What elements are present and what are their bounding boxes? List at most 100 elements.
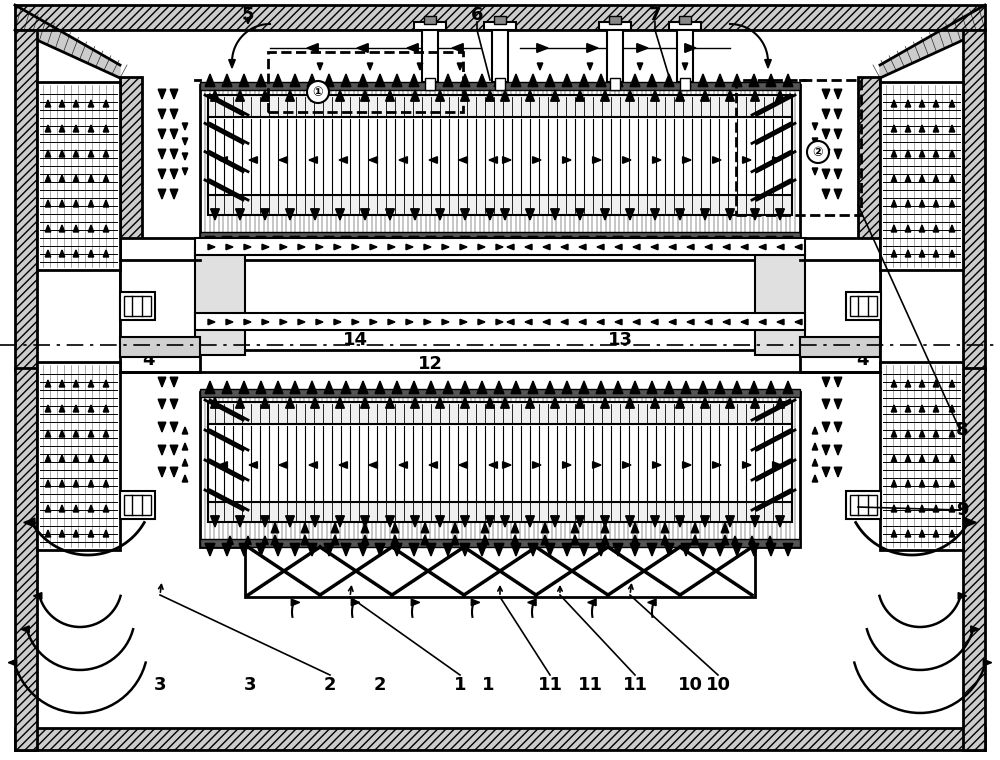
Polygon shape [949, 430, 955, 437]
Polygon shape [486, 516, 494, 527]
Polygon shape [336, 516, 344, 527]
Polygon shape [919, 100, 925, 107]
Polygon shape [562, 381, 572, 394]
Polygon shape [528, 599, 536, 606]
Polygon shape [511, 74, 521, 87]
Polygon shape [429, 461, 437, 468]
Polygon shape [726, 209, 734, 220]
Bar [800, 238, 880, 372]
Polygon shape [311, 516, 319, 527]
Polygon shape [715, 74, 725, 87]
Polygon shape [59, 175, 65, 182]
Polygon shape [236, 209, 244, 220]
Polygon shape [417, 63, 423, 70]
Polygon shape [743, 461, 751, 468]
Polygon shape [685, 43, 696, 52]
Polygon shape [561, 319, 568, 325]
Polygon shape [442, 319, 449, 325]
Polygon shape [563, 461, 571, 468]
Polygon shape [15, 5, 120, 78]
Polygon shape [219, 461, 227, 468]
Polygon shape [579, 381, 589, 394]
Polygon shape [182, 123, 188, 130]
Polygon shape [683, 461, 691, 468]
Polygon shape [669, 319, 676, 325]
Polygon shape [88, 125, 94, 132]
Bar [850, 495, 877, 515]
Polygon shape [905, 430, 911, 437]
Bar [200, 85, 800, 240]
Polygon shape [551, 516, 559, 527]
Polygon shape [766, 74, 776, 87]
Text: 2: 2 [374, 676, 386, 694]
Polygon shape [681, 543, 691, 556]
Polygon shape [309, 461, 317, 468]
Polygon shape [361, 397, 369, 408]
Polygon shape [919, 505, 925, 512]
Bar [120, 77, 142, 345]
Polygon shape [273, 236, 283, 249]
Bar [880, 82, 963, 270]
Polygon shape [239, 543, 249, 556]
Polygon shape [822, 445, 830, 455]
Polygon shape [386, 90, 394, 101]
Polygon shape [307, 74, 317, 87]
Polygon shape [399, 157, 407, 163]
Polygon shape [45, 430, 51, 437]
Polygon shape [597, 319, 604, 325]
Bar [680, 78, 690, 90]
Polygon shape [392, 381, 402, 394]
Polygon shape [528, 543, 538, 556]
Polygon shape [749, 236, 759, 249]
Polygon shape [443, 381, 453, 394]
Polygon shape [477, 236, 487, 249]
Polygon shape [170, 445, 178, 455]
Polygon shape [388, 244, 395, 250]
Text: 10: 10 [706, 676, 730, 694]
Bar [495, 78, 505, 90]
Polygon shape [715, 543, 725, 556]
Polygon shape [501, 209, 509, 220]
Polygon shape [59, 100, 65, 107]
Text: 1: 1 [454, 676, 466, 694]
Polygon shape [158, 149, 166, 159]
Polygon shape [208, 319, 215, 325]
Polygon shape [949, 455, 955, 462]
Polygon shape [812, 153, 818, 160]
Polygon shape [88, 150, 94, 157]
Polygon shape [311, 209, 319, 220]
Polygon shape [386, 516, 394, 527]
Polygon shape [73, 505, 79, 512]
Polygon shape [88, 505, 94, 512]
Polygon shape [367, 63, 373, 70]
Polygon shape [681, 74, 691, 87]
Bar [15, 30, 37, 370]
Polygon shape [461, 90, 469, 101]
Polygon shape [949, 125, 955, 132]
Polygon shape [103, 455, 109, 462]
Polygon shape [562, 74, 572, 87]
Bar [846, 292, 881, 320]
Polygon shape [352, 244, 359, 250]
Polygon shape [361, 523, 369, 533]
Polygon shape [919, 225, 925, 232]
Polygon shape [290, 236, 300, 249]
Polygon shape [236, 90, 244, 101]
Polygon shape [715, 236, 725, 249]
Polygon shape [392, 74, 402, 87]
Polygon shape [751, 516, 759, 527]
Polygon shape [726, 516, 734, 527]
Polygon shape [732, 381, 742, 394]
Polygon shape [766, 543, 776, 556]
Polygon shape [615, 319, 622, 325]
Polygon shape [545, 381, 555, 394]
Bar [200, 82, 800, 90]
Polygon shape [211, 397, 219, 408]
Polygon shape [891, 505, 897, 512]
Polygon shape [339, 157, 347, 163]
Polygon shape [443, 543, 453, 556]
Polygon shape [633, 244, 640, 250]
Polygon shape [891, 200, 897, 207]
Polygon shape [386, 397, 394, 408]
Polygon shape [726, 397, 734, 408]
